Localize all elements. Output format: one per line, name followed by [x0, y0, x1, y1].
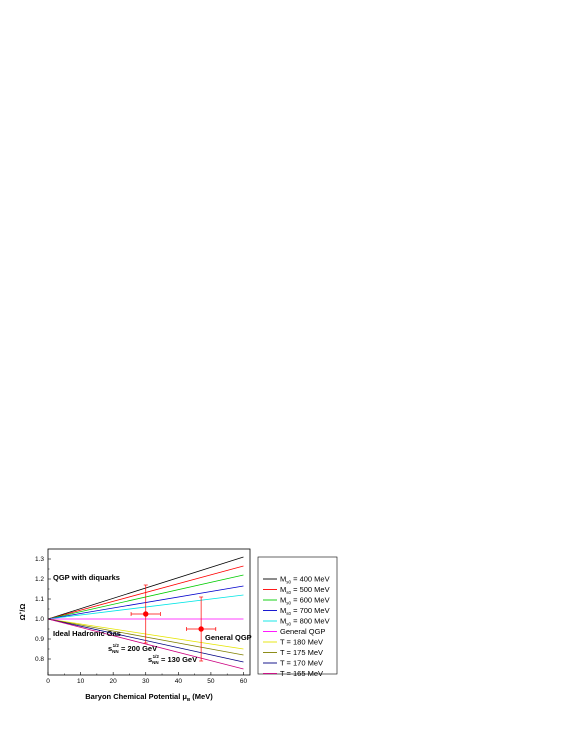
x-tick-label: 0 [46, 678, 50, 685]
y-tick-label: 1.2 [35, 576, 44, 583]
y-tick-label: 1.3 [35, 556, 44, 563]
legend-label: Ms0 = 600 MeV [280, 596, 330, 606]
x-tick-label: 10 [77, 678, 85, 685]
legend-label: T = 170 MeV [280, 659, 323, 668]
legend-label: T = 180 MeV [280, 638, 323, 647]
y-tick-label: 0.9 [35, 636, 44, 643]
series-line [47, 618, 244, 670]
x-tick-label: 40 [175, 678, 183, 685]
legend-label: T = 165 MeV [280, 669, 323, 678]
legend-label: Ms0 = 500 MeV [280, 585, 330, 595]
annotation-energy-130: sNN1/2 = 130 GeV [148, 654, 197, 665]
x-tick-label: 60 [240, 678, 248, 685]
x-axis-label: Baryon Chemical Potential μB (MeV) [85, 692, 213, 702]
data-point [198, 626, 204, 632]
x-tick-label: 20 [110, 678, 118, 685]
data-points-layer [130, 584, 217, 662]
legend-label: Ms0 = 400 MeV [280, 575, 330, 585]
annotation-ideal-hadronic-gas: Ideal Hadronic Gas [53, 629, 121, 638]
plot-frame [47, 548, 251, 676]
y-tick-label: 0.8 [35, 656, 44, 663]
x-tick-label: 30 [142, 678, 150, 685]
ticks-layer: 0 10 20 30 40 50 60 0.8 0.9 1.0 1.1 1.2 1.3 [35, 556, 248, 685]
legend-label: Ms0 = 700 MeV [280, 606, 330, 616]
y-tick-label: 1.0 [35, 616, 44, 623]
data-point [143, 611, 149, 617]
annotation-general-qgp: General QGP [205, 633, 252, 642]
legend-box [257, 556, 338, 675]
legend-label: T = 175 MeV [280, 648, 323, 657]
y-tick-label: 1.1 [35, 596, 44, 603]
legend-label: General QGP [280, 627, 325, 636]
annotation-qgp-diquarks: QGP with diquarks [53, 573, 120, 582]
annotation-energy-200: sNN1/2 = 200 GeV [108, 643, 157, 654]
x-tick-label: 50 [207, 678, 215, 685]
y-axis-label: Ω+/Ω [18, 604, 27, 621]
legend-label: Ms0 = 800 MeV [280, 617, 330, 627]
